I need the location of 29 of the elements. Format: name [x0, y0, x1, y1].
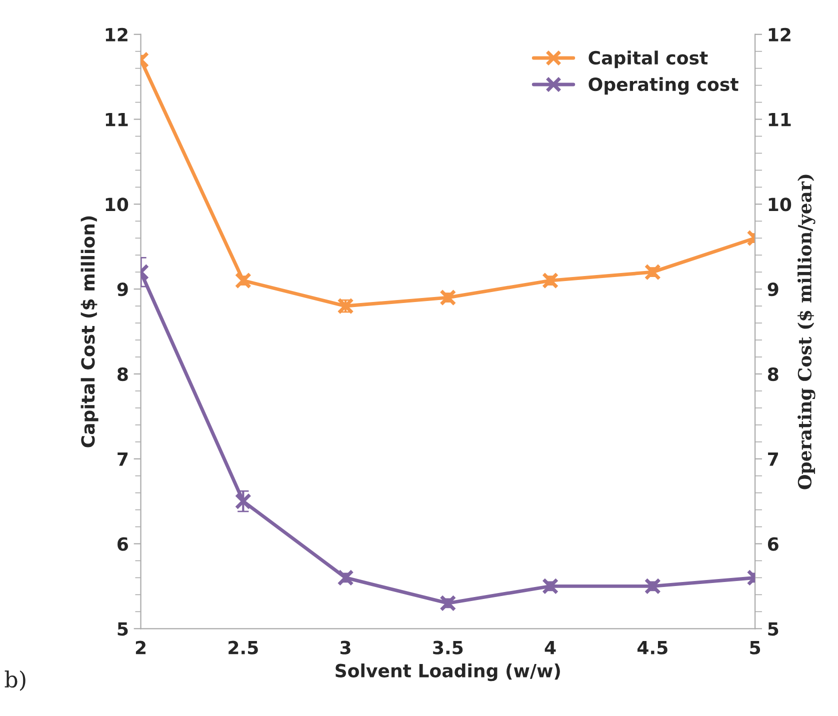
y-tick-label: 12 [106, 28, 128, 42]
legend-label: Operating cost [588, 77, 738, 95]
x-tick-label: 3.5 [433, 640, 463, 654]
x-axis-title: Solvent Loading (w/w) [336, 663, 560, 682]
legend-label: Capital cost [588, 50, 708, 68]
y2-tick-label: 10 [768, 198, 792, 212]
y2-tick-label: 5 [768, 622, 778, 636]
y-tick-label: 7 [118, 452, 128, 466]
y2-tick-label: 7 [768, 452, 778, 466]
y2-tick-label: 8 [768, 367, 778, 382]
x-tick-label: 2.5 [228, 640, 258, 654]
y-tick-label: 8 [118, 367, 128, 382]
x-tick-label: 4.5 [637, 641, 668, 654]
x-tick-label: 5 [750, 641, 760, 654]
x-tick-label: 3 [340, 640, 350, 654]
text: b) [4, 670, 26, 691]
y-tick-label: 10 [106, 198, 128, 212]
x-tick-label: 4 [544, 641, 556, 654]
y2-tick-label: 11 [768, 112, 791, 126]
y-axis-title: Capital Cost ($ million) [80, 216, 98, 448]
x-tick-label: 2 [136, 640, 146, 654]
y-tick-label: 11 [106, 112, 128, 126]
y-tick-label: 6 [118, 537, 128, 551]
y2-tick-label: 6 [768, 537, 778, 551]
y2-tick-label: 12 [768, 28, 790, 42]
y-tick-label: 9 [117, 282, 128, 296]
y-tick-label: 5 [118, 622, 128, 636]
y2-axis-title: Operating Cost ($ million/year) [798, 174, 816, 490]
y2-tick-label: 9 [768, 282, 778, 296]
